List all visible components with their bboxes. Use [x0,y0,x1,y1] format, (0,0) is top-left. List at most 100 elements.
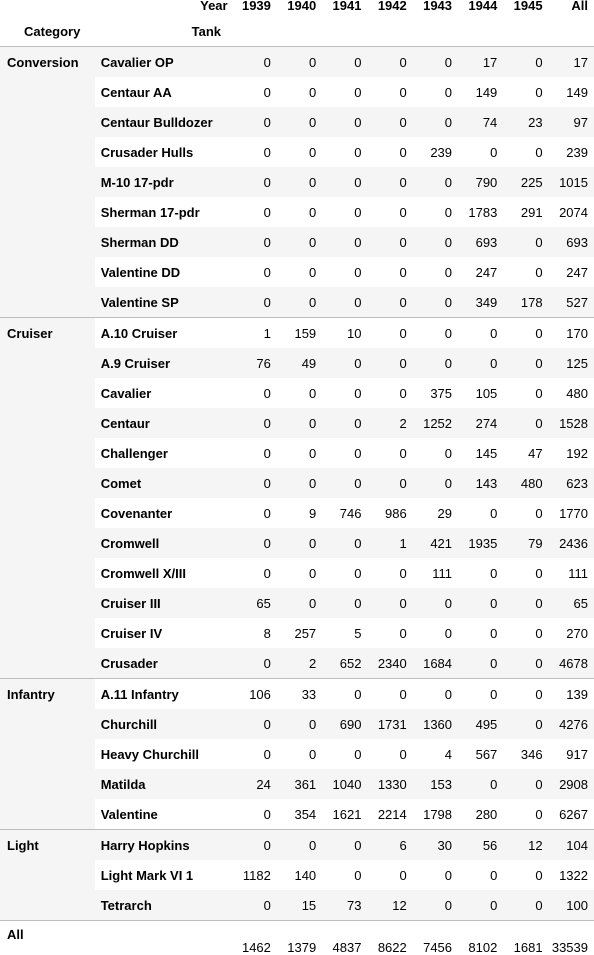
value-cell: 986 [367,498,412,528]
value-cell: 2 [367,408,412,438]
tank-label: Heavy Churchill [95,739,232,769]
category-label: Light [0,830,95,921]
value-cell: 0 [367,227,412,257]
year-column-header: 1941 [322,0,367,16]
year-header-row: Year 1939 1940 1941 1942 1943 1944 1945 … [0,0,594,16]
value-cell: 0 [322,257,367,287]
value-cell: 178 [503,287,548,318]
value-cell: 29 [413,498,458,528]
tank-label: Centaur Bulldozer [95,107,232,137]
value-cell: 2214 [367,799,412,830]
value-cell: 143 [458,468,503,498]
value-cell: 1 [232,318,277,349]
value-cell: 1040 [322,769,367,799]
value-cell: 0 [232,739,277,769]
value-cell: 421 [413,528,458,558]
category-label: Conversion [0,47,95,318]
value-cell: 0 [458,648,503,679]
value-cell: 0 [232,378,277,408]
value-cell: 1182 [232,860,277,890]
value-cell: 0 [413,47,458,78]
row-total-cell: 149 [549,77,594,107]
row-total-cell: 693 [549,227,594,257]
value-cell: 0 [458,769,503,799]
value-cell: 0 [322,558,367,588]
value-cell: 0 [232,257,277,287]
value-cell: 1621 [322,799,367,830]
value-cell: 159 [277,318,322,349]
tank-label: Cromwell X/III [95,558,232,588]
value-cell: 0 [503,709,548,739]
value-cell: 480 [503,468,548,498]
tank-label: Matilda [95,769,232,799]
value-cell: 0 [322,378,367,408]
tank-label: Harry Hopkins [95,830,232,861]
value-cell: 0 [503,618,548,648]
value-cell: 0 [413,588,458,618]
value-cell: 0 [367,137,412,167]
tank-label: Tetrarch [95,890,232,921]
value-cell: 76 [232,348,277,378]
grand-total-cell: 33539 [549,921,594,955]
value-cell: 0 [322,197,367,227]
value-cell: 0 [503,498,548,528]
value-cell: 375 [413,378,458,408]
value-cell: 0 [503,257,548,287]
value-cell: 0 [413,860,458,890]
tank-label: Valentine SP [95,287,232,318]
value-cell: 0 [413,468,458,498]
value-cell: 0 [503,799,548,830]
value-cell: 5 [322,618,367,648]
value-cell: 0 [458,558,503,588]
value-cell: 0 [232,648,277,679]
column-total-cell: 1681 [503,921,548,955]
value-cell: 74 [458,107,503,137]
value-cell: 0 [413,227,458,257]
value-cell: 0 [232,137,277,167]
value-cell: 0 [367,618,412,648]
value-cell: 0 [367,588,412,618]
value-cell: 0 [413,107,458,137]
value-cell: 0 [277,167,322,197]
tank-label: Churchill [95,709,232,739]
tank-label: Cruiser III [95,588,232,618]
value-cell: 56 [458,830,503,861]
value-cell: 0 [277,287,322,318]
value-cell: 0 [503,890,548,921]
row-total-cell: 239 [549,137,594,167]
value-cell: 1 [367,528,412,558]
value-cell: 0 [367,287,412,318]
category-index-label: Category [24,24,80,39]
year-column-header: 1942 [367,0,412,16]
value-cell: 0 [413,438,458,468]
value-cell: 0 [458,588,503,618]
value-cell: 33 [277,679,322,710]
value-cell: 690 [322,709,367,739]
value-cell: 274 [458,408,503,438]
value-cell: 1684 [413,648,458,679]
year-column-header: 1940 [277,0,322,16]
column-total-cell: 8102 [458,921,503,955]
value-cell: 0 [232,227,277,257]
tank-label: Valentine [95,799,232,830]
value-cell: 0 [503,227,548,257]
value-cell: 0 [367,257,412,287]
value-cell: 65 [232,588,277,618]
value-cell: 0 [277,739,322,769]
value-cell: 0 [367,739,412,769]
tank-label: Comet [95,468,232,498]
row-total-cell: 17 [549,47,594,78]
row-total-cell: 6267 [549,799,594,830]
category-label: Infantry [0,679,95,830]
value-cell: 0 [413,679,458,710]
value-cell: 0 [232,709,277,739]
value-cell: 2 [277,648,322,679]
index-header-row: Category Tank [0,16,594,47]
tank-label: Crusader [95,648,232,679]
value-cell: 149 [458,77,503,107]
value-cell: 0 [322,227,367,257]
row-total-cell: 1322 [549,860,594,890]
